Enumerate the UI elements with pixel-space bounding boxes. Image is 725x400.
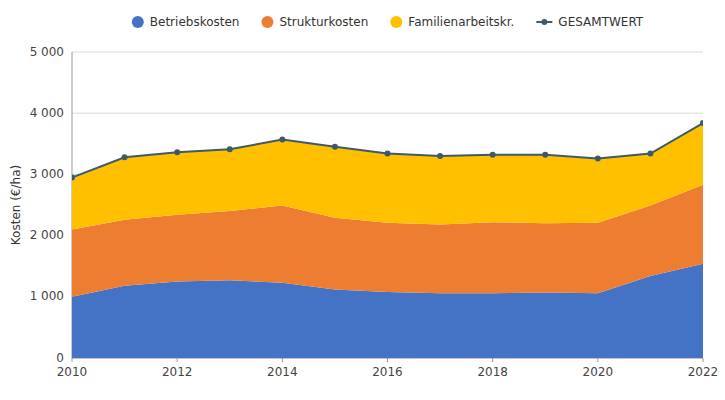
x-tick-label: 2014: [267, 365, 298, 379]
background: [0, 0, 725, 400]
grid-line: [72, 52, 703, 53]
x-tick: [387, 358, 388, 362]
x-tick-label: 2012: [162, 365, 193, 379]
x-tick-label: 2010: [57, 365, 88, 379]
y-tick-label: 3 000: [30, 167, 64, 181]
line-marker: [279, 137, 285, 143]
legend-label: Strukturkosten: [279, 15, 368, 29]
x-tick: [597, 358, 598, 362]
line-marker: [542, 152, 548, 158]
x-tick: [72, 358, 73, 362]
legend-item: GESAMTWERT: [536, 15, 644, 29]
axes: 0 1 000 2 000 3 000 4 000 5 000 2010 2012 2014 20…: [30, 45, 719, 380]
y-axis-label: Kosten (€/ha): [9, 165, 23, 245]
line-marker: [174, 149, 180, 155]
legend-item: Betriebskosten: [132, 15, 240, 29]
y-tick-label: 1 000: [30, 289, 64, 303]
legend: Betriebskosten Strukturkosten Familienarbe…: [132, 15, 644, 29]
x-tick-label: 2020: [583, 365, 614, 379]
legend-item: Strukturkosten: [261, 15, 368, 29]
x-tick-label: 2016: [372, 365, 403, 379]
grid-line: [72, 113, 703, 114]
line: [72, 123, 703, 177]
legend-item: Familienarbeitskr.: [390, 15, 514, 29]
x-tick: [703, 358, 704, 362]
x-tick-label: 2018: [477, 365, 508, 379]
line-marker: [700, 120, 703, 126]
line-marker: [647, 151, 653, 157]
y-tick-label: 0: [56, 351, 64, 365]
x-tick: [492, 358, 493, 362]
area: [72, 123, 703, 229]
x-tick: [177, 358, 178, 362]
legend-label: Familienarbeitskr.: [408, 15, 514, 29]
line-marker: [332, 144, 338, 150]
legend-label: GESAMTWERT: [558, 15, 644, 29]
line-marker: [227, 146, 233, 152]
legend-swatch: [390, 16, 402, 28]
line-marker: [490, 152, 496, 158]
chart: 0 1 000 2 000 3 000 4 000 5 000 2010 2012 2014 20…: [0, 0, 725, 400]
line-marker: [122, 154, 128, 160]
line-marker: [437, 153, 443, 159]
x-tick-label: 2022: [688, 365, 719, 379]
plot-area: [72, 120, 703, 358]
line-marker: [385, 151, 391, 157]
y-tick-label: 2 000: [30, 228, 64, 242]
y-tick-label: 4 000: [30, 106, 64, 120]
line-marker: [595, 155, 601, 161]
legend-swatch-marker: [541, 19, 547, 25]
x-tick: [282, 358, 283, 362]
y-tick-label: 5 000: [30, 45, 64, 59]
legend-label: Betriebskosten: [150, 15, 240, 29]
line-marker: [72, 174, 75, 180]
legend-swatch: [261, 16, 273, 28]
grid: [72, 52, 703, 358]
legend-swatch: [132, 16, 144, 28]
